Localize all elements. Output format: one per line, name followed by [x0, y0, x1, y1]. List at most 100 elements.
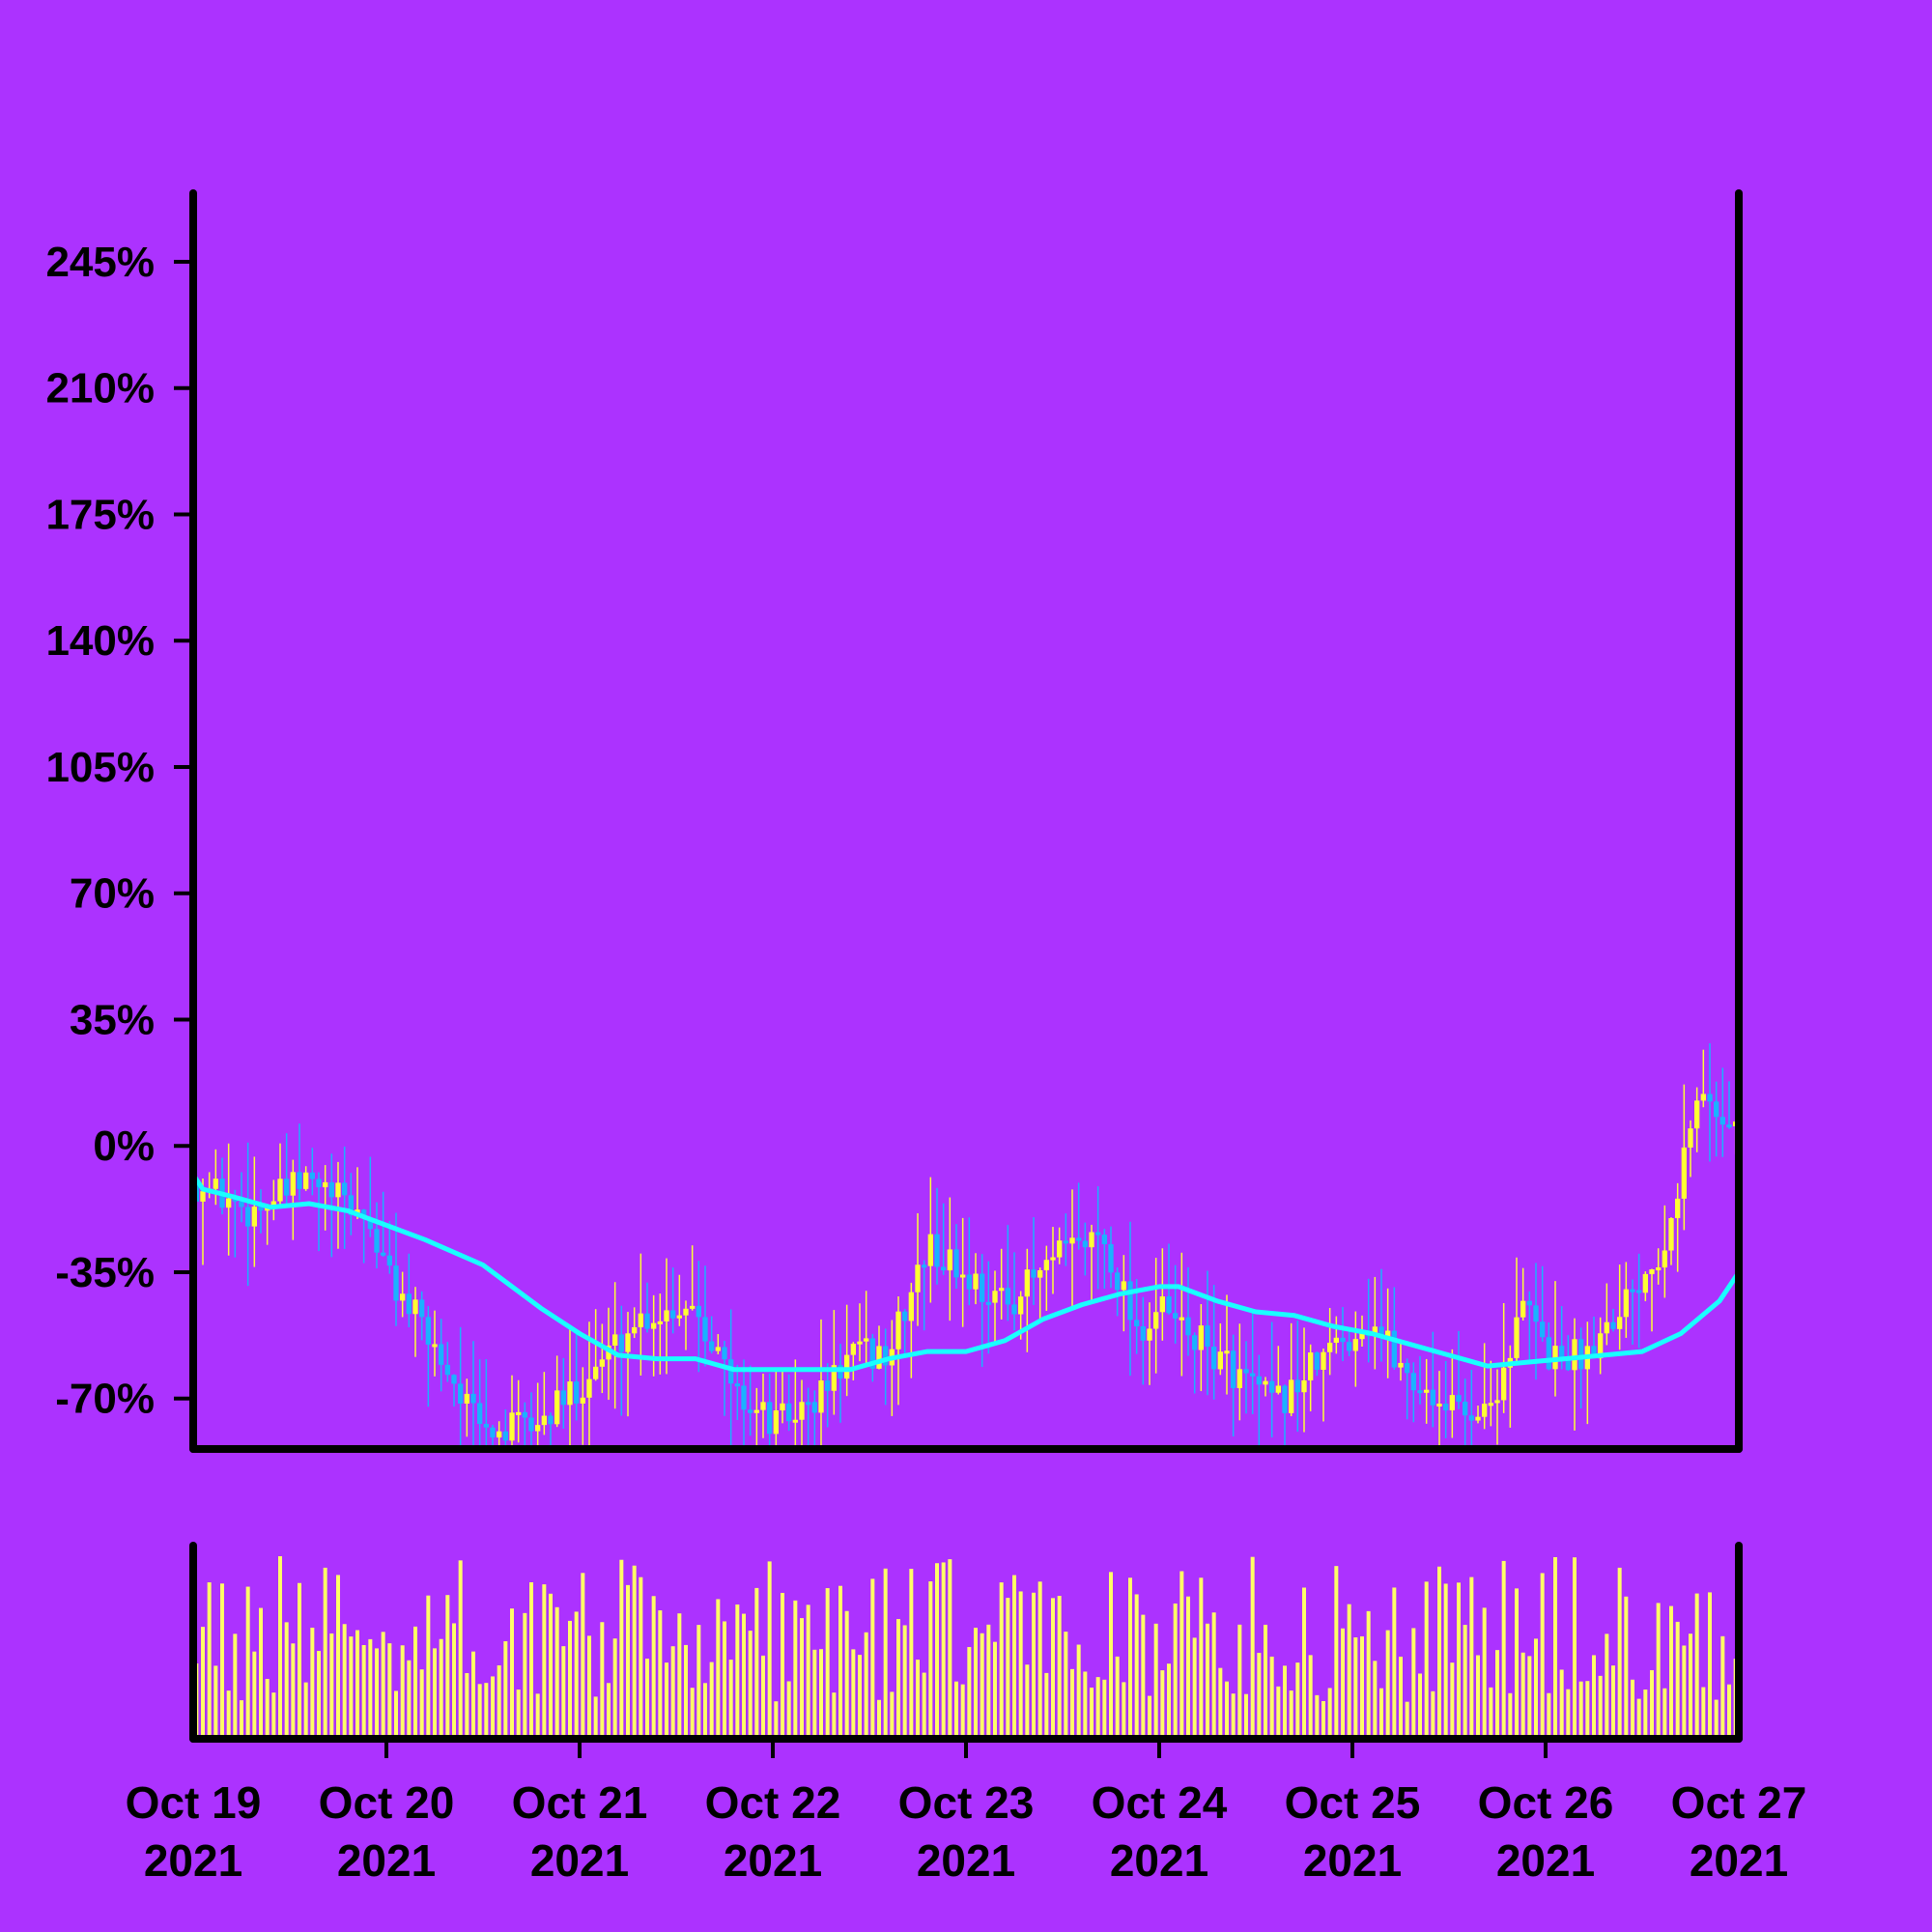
volume-bar [1244, 1693, 1248, 1739]
volume-bar [723, 1621, 726, 1739]
candle-body [213, 1179, 218, 1189]
volume-bar [922, 1672, 926, 1739]
y-tick-label: 140% [45, 617, 155, 665]
volume-bar [1347, 1604, 1351, 1739]
x-tick-label-date: Oct 24 [1092, 1777, 1228, 1828]
volume-bar [844, 1610, 849, 1739]
candle-body [1005, 1288, 1010, 1305]
candle-body [966, 1274, 972, 1290]
volume-bar [329, 1633, 334, 1739]
volume-bar [1385, 1630, 1390, 1739]
volume-bar [1379, 1688, 1383, 1739]
candle-body [232, 1198, 238, 1202]
candle-body [1598, 1333, 1604, 1359]
candle-body [1449, 1395, 1455, 1410]
candle-body [773, 1410, 779, 1435]
candle-body [683, 1308, 689, 1316]
candle-body [1675, 1198, 1681, 1219]
candle-body [985, 1301, 991, 1305]
candle-body [502, 1431, 508, 1441]
candle-body [1321, 1351, 1326, 1371]
volume-bar [1495, 1650, 1499, 1739]
candle-body [1198, 1325, 1204, 1350]
volume-bar [1141, 1614, 1146, 1739]
candle-body [869, 1338, 875, 1369]
volume-bar [400, 1645, 405, 1739]
candle-body [811, 1402, 817, 1413]
candle-body [941, 1266, 947, 1271]
candle-body [676, 1315, 682, 1319]
candle-body [1076, 1237, 1082, 1241]
candle-body [709, 1341, 715, 1351]
volume-bar [259, 1607, 263, 1739]
candle-body [284, 1179, 290, 1196]
candle-body [1514, 1317, 1520, 1358]
x-tick-label-year: 2021 [1496, 1835, 1595, 1886]
volume-bar [1006, 1598, 1010, 1739]
volume-bar [387, 1643, 392, 1739]
candle-body [1140, 1326, 1146, 1341]
candle-body [1269, 1380, 1275, 1393]
volume-bar [832, 1692, 837, 1739]
y-tick-label: 70% [70, 870, 155, 918]
candle-body [1236, 1369, 1242, 1388]
volume-bar [452, 1623, 456, 1739]
volume-bar [1662, 1688, 1667, 1739]
candle-body [1468, 1415, 1474, 1421]
volume-bar [1675, 1621, 1680, 1739]
volume-bar [639, 1577, 643, 1739]
volume-bar [658, 1610, 663, 1739]
x-tick-label-date: Oct 25 [1285, 1777, 1421, 1828]
volume-bar [1714, 1699, 1719, 1739]
candle-body [580, 1397, 585, 1404]
volume-bar [954, 1681, 958, 1739]
volume-bar [361, 1644, 366, 1739]
volume-bar [1553, 1556, 1557, 1739]
candle-body [400, 1293, 406, 1301]
volume-bar [445, 1595, 450, 1739]
volume-bar [1167, 1663, 1171, 1739]
candle-body [1417, 1390, 1423, 1394]
volume-bar [1547, 1692, 1551, 1739]
candle-body [1372, 1326, 1378, 1335]
volume-bar [1624, 1596, 1629, 1739]
candle-body [470, 1393, 476, 1404]
candle-body [1173, 1313, 1179, 1319]
candle-body [1192, 1335, 1198, 1350]
candle-body [792, 1419, 798, 1423]
volume-bar [1694, 1593, 1699, 1739]
candle-body [927, 1234, 933, 1266]
candle-body [1115, 1272, 1121, 1291]
candle-body [1256, 1376, 1262, 1385]
candle-body [1572, 1339, 1577, 1371]
volume-bar [716, 1599, 721, 1739]
volume-bar [1186, 1596, 1190, 1739]
volume-bar [1392, 1587, 1397, 1739]
volume-bar [310, 1627, 315, 1739]
candle-body [741, 1385, 747, 1410]
volume-bar [670, 1646, 675, 1739]
volume-bar [632, 1565, 637, 1739]
candle-body [908, 1292, 914, 1321]
volume-bar [600, 1622, 605, 1739]
volume-bar [1353, 1637, 1358, 1739]
volume-bar [342, 1624, 347, 1739]
candle-body [1089, 1232, 1094, 1248]
volume-bar [1431, 1690, 1435, 1739]
candle-body [444, 1364, 450, 1376]
candle-body [748, 1409, 753, 1413]
volume-bar [471, 1651, 475, 1739]
candle-body [922, 1264, 927, 1268]
volume-bar [1179, 1571, 1184, 1739]
candle-body [1501, 1367, 1507, 1401]
candle-body [265, 1208, 270, 1211]
volume-bar [1199, 1577, 1204, 1739]
x-tick-label-date: Oct 26 [1478, 1777, 1614, 1828]
volume-bar [677, 1613, 682, 1739]
volume-bar [1308, 1655, 1313, 1739]
x-tick-label-year: 2021 [1110, 1835, 1208, 1886]
volume-bar [1109, 1572, 1113, 1739]
candle-body [818, 1380, 824, 1413]
candle-body [831, 1365, 837, 1391]
